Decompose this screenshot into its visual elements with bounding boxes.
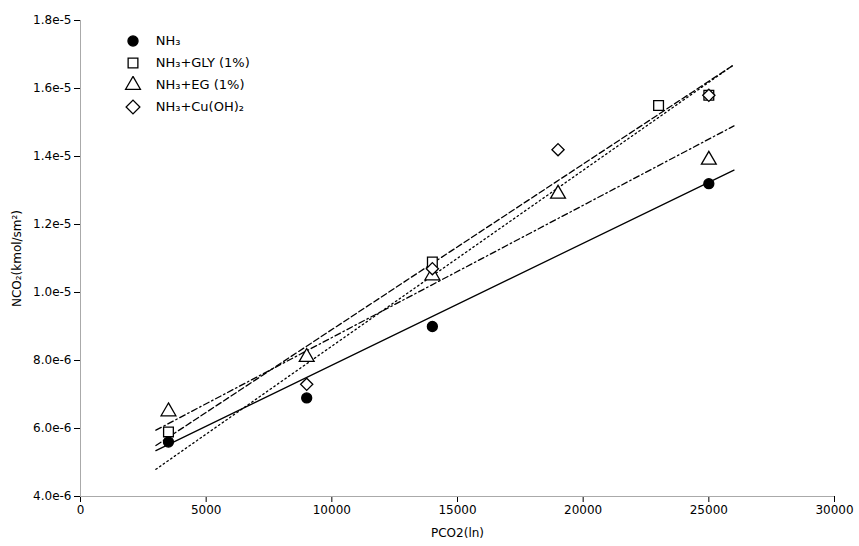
svg-text:NCO₂(kmol/sm²): NCO₂(kmol/sm²) [10, 210, 24, 307]
html-text:NH₃: NH₃ [155, 33, 181, 48]
svg-text:1.0e-5: 1.0e-5 [33, 285, 71, 299]
svg-text:20000: 20000 [564, 503, 602, 517]
svg-text:5000: 5000 [191, 503, 222, 517]
svg-text:1.4e-5: 1.4e-5 [33, 149, 71, 163]
svg-text:1.8e-5: 1.8e-5 [33, 13, 71, 27]
svg-text:15000: 15000 [438, 503, 476, 517]
svg-text:1.6e-5: 1.6e-5 [33, 81, 71, 95]
svg-text:8.0e-6: 8.0e-6 [33, 353, 71, 367]
html-text:NH₃+EG (1%): NH₃+EG (1%) [155, 77, 245, 92]
html-text:NH₃+Cu(OH)₂: NH₃+Cu(OH)₂ [155, 99, 244, 114]
svg-text:PCO2(ln): PCO2(ln) [431, 526, 484, 540]
svg-text:1.2e-5: 1.2e-5 [33, 217, 71, 231]
svg-text:10000: 10000 [313, 503, 351, 517]
html-text:NH₃+GLY (1%): NH₃+GLY (1%) [155, 55, 250, 70]
svg-text:6.0e-6: 6.0e-6 [33, 421, 71, 435]
svg-text:4.0e-6: 4.0e-6 [33, 489, 71, 503]
svg-text:30000: 30000 [815, 503, 853, 517]
svg-text:25000: 25000 [690, 503, 728, 517]
svg-text:0: 0 [77, 503, 85, 517]
